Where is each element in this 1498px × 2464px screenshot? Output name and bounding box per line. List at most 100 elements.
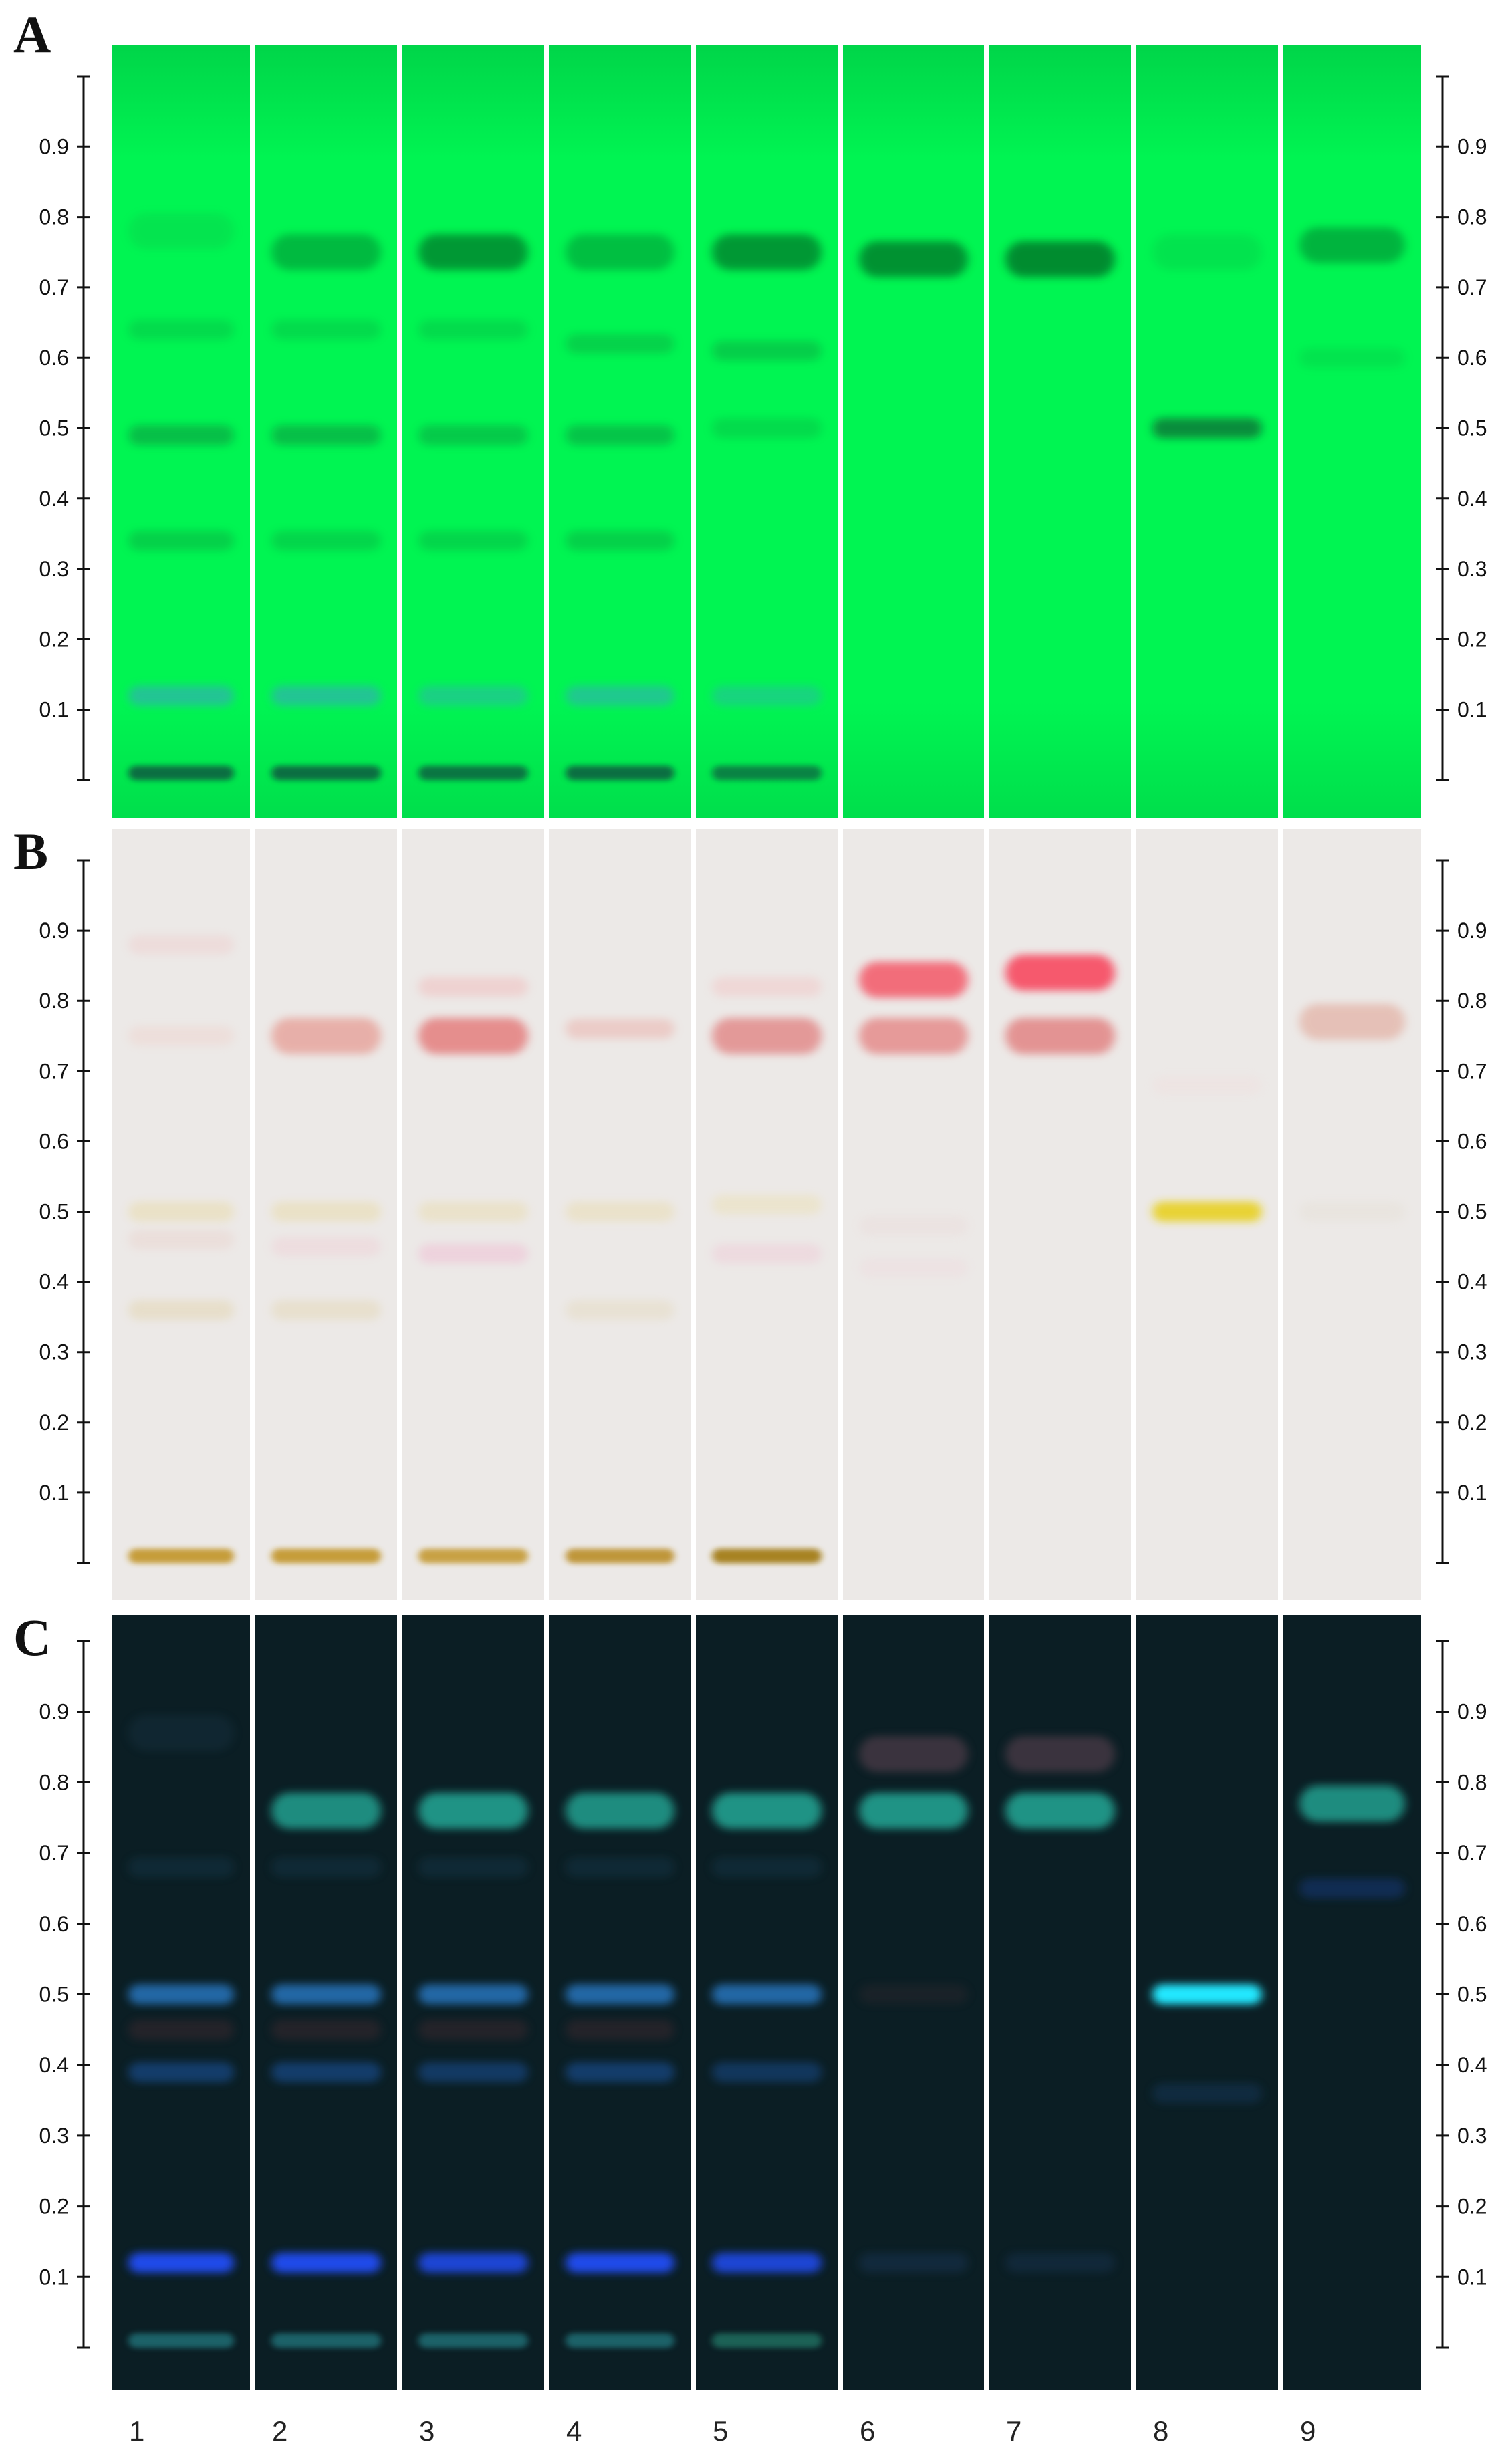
tick-label: 0.6 bbox=[39, 1129, 69, 1153]
lane-number: 7 bbox=[1006, 2415, 1021, 2447]
band bbox=[566, 1792, 674, 1829]
band bbox=[1005, 1792, 1115, 1829]
band bbox=[566, 2333, 674, 2348]
band bbox=[859, 2253, 968, 2273]
lane-6 bbox=[859, 1736, 968, 2273]
tick-label: 0.9 bbox=[39, 134, 69, 158]
band bbox=[418, 1017, 528, 1054]
band bbox=[418, 977, 528, 997]
lane-separator bbox=[1278, 1614, 1283, 2391]
lane-separator bbox=[544, 44, 549, 820]
band bbox=[271, 1984, 381, 2005]
panel-b: 0.10.20.30.40.50.60.70.80.90.10.20.30.40… bbox=[13, 822, 1487, 1602]
lane-4 bbox=[566, 1792, 674, 2348]
band bbox=[712, 2062, 822, 2082]
band bbox=[128, 425, 234, 446]
band bbox=[712, 977, 822, 997]
tick-label: 0.9 bbox=[1457, 134, 1487, 158]
tick-label: 0.8 bbox=[39, 1770, 69, 1794]
band bbox=[1299, 227, 1405, 263]
lane-8 bbox=[1152, 234, 1262, 439]
band bbox=[271, 2253, 381, 2273]
tick-label: 0.2 bbox=[39, 1410, 69, 1435]
lane-number: 3 bbox=[419, 2415, 434, 2447]
band bbox=[712, 1017, 822, 1054]
tick-label: 0.6 bbox=[1457, 1129, 1487, 1153]
lane-number: 6 bbox=[860, 2415, 875, 2447]
band bbox=[1152, 234, 1262, 271]
band bbox=[712, 1243, 822, 1264]
tick-label: 0.8 bbox=[1457, 989, 1487, 1013]
tick-label: 0.6 bbox=[1457, 1912, 1487, 1936]
tick-label: 0.9 bbox=[39, 918, 69, 943]
tick-label: 0.8 bbox=[39, 989, 69, 1013]
band bbox=[271, 1237, 381, 1257]
band bbox=[566, 2253, 674, 2273]
band bbox=[859, 1984, 968, 2005]
band bbox=[566, 685, 674, 706]
band bbox=[566, 334, 674, 354]
band bbox=[859, 1257, 968, 1278]
band bbox=[712, 234, 822, 271]
band bbox=[1005, 241, 1115, 277]
lane-separator bbox=[250, 1614, 255, 2391]
tick-label: 0.2 bbox=[1457, 627, 1487, 651]
lane-3 bbox=[418, 977, 528, 1564]
tick-label: 0.5 bbox=[1457, 1200, 1487, 1224]
rf-axis-right: 0.1 0.2 0.3 0.4 0.5 0.6 0.7 0.8 0.9 bbox=[1436, 1640, 1487, 2349]
lane-4 bbox=[566, 1019, 674, 1564]
lane-3 bbox=[418, 1792, 528, 2348]
band bbox=[1152, 1984, 1262, 2005]
rf-axis-left: 0.1 0.2 0.3 0.4 0.5 0.6 0.7 0.8 0.9 bbox=[39, 1640, 90, 2349]
band bbox=[271, 530, 381, 551]
lane-separator bbox=[691, 44, 696, 820]
lane-number: 2 bbox=[272, 2415, 287, 2447]
tick-label: 0.5 bbox=[39, 1200, 69, 1224]
tick-label: 0.1 bbox=[39, 2265, 69, 2289]
lane-number: 8 bbox=[1153, 2415, 1168, 2447]
tick-label: 0.3 bbox=[39, 1340, 69, 1364]
band bbox=[1005, 2253, 1115, 2273]
tick-label: 0.1 bbox=[1457, 1481, 1487, 1505]
lane-separator bbox=[250, 44, 255, 820]
lane-9 bbox=[1299, 1003, 1405, 1222]
lane-separator bbox=[984, 828, 989, 1602]
band bbox=[418, 685, 528, 706]
lane-separator bbox=[544, 828, 549, 1602]
band bbox=[712, 685, 822, 706]
band bbox=[1005, 1736, 1115, 1773]
lane-separator bbox=[397, 828, 402, 1602]
band bbox=[566, 530, 674, 551]
band bbox=[418, 2019, 528, 2040]
band bbox=[566, 234, 674, 271]
band bbox=[271, 765, 381, 781]
band bbox=[271, 1857, 381, 1878]
band bbox=[566, 2019, 674, 2040]
lane-separator bbox=[838, 828, 843, 1602]
lane-number: 9 bbox=[1300, 2415, 1316, 2447]
lane-number: 4 bbox=[566, 2415, 582, 2447]
rf-axis-right: 0.1 0.2 0.3 0.4 0.5 0.6 0.7 0.8 0.9 bbox=[1436, 859, 1487, 1564]
tick-label: 0.5 bbox=[1457, 1983, 1487, 2007]
band bbox=[1299, 1878, 1405, 1898]
band bbox=[128, 2019, 234, 2040]
band bbox=[1299, 1003, 1405, 1040]
panel-label: A bbox=[13, 5, 51, 64]
band bbox=[128, 1857, 234, 1878]
tick-label: 0.7 bbox=[39, 1059, 69, 1083]
lane-1 bbox=[128, 935, 234, 1564]
band bbox=[418, 320, 528, 340]
band bbox=[1152, 418, 1262, 439]
lane-6 bbox=[859, 961, 968, 1278]
band bbox=[566, 1019, 674, 1039]
band bbox=[566, 2062, 674, 2082]
tick-label: 0.1 bbox=[1457, 698, 1487, 722]
band bbox=[418, 1243, 528, 1264]
tick-label: 0.2 bbox=[1457, 2195, 1487, 2219]
band bbox=[271, 1017, 381, 1054]
lane-2 bbox=[271, 234, 381, 781]
tick-label: 0.4 bbox=[1457, 487, 1487, 511]
lane-separator bbox=[984, 44, 989, 820]
tick-label: 0.9 bbox=[1457, 1700, 1487, 1724]
lane-7 bbox=[1005, 955, 1115, 1054]
